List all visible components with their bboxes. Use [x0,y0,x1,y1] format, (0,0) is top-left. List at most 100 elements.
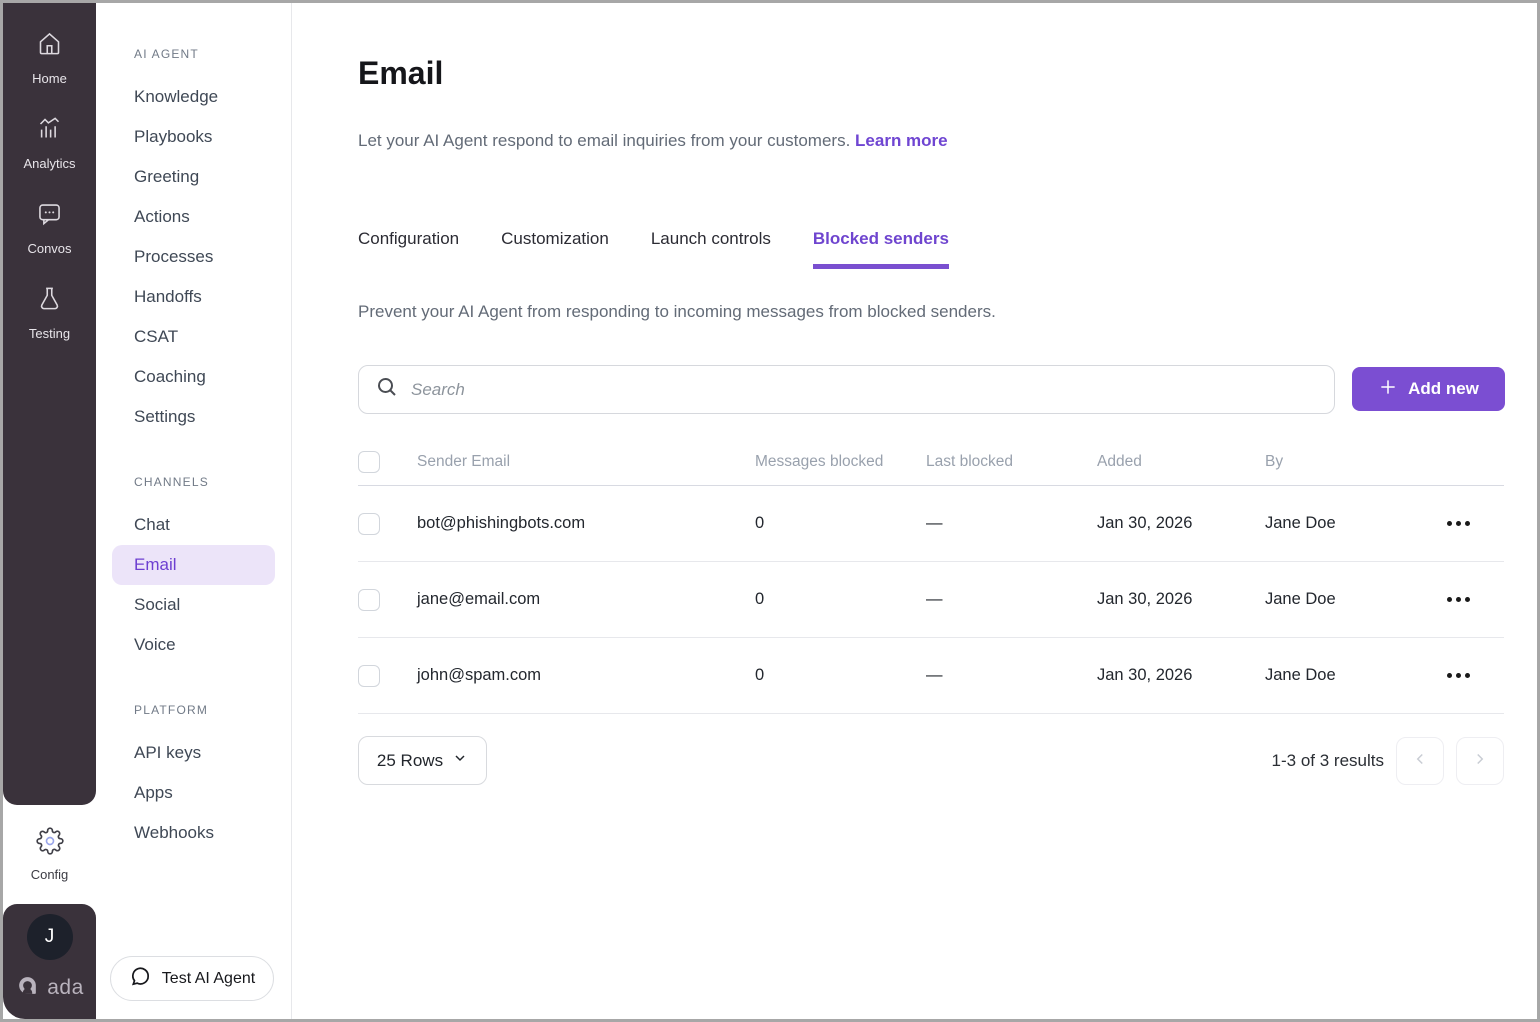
search-input[interactable] [411,379,1318,400]
rail-item-analytics[interactable]: Analytics [23,115,76,171]
analytics-icon [36,115,63,147]
ada-logo: ada [15,973,84,1003]
sidebar-item-social[interactable]: Social [134,595,181,614]
cell-added: Jan 30, 2026 [1097,514,1193,532]
cell-last-blocked: — [926,590,943,608]
sidebar-item-api-keys[interactable]: API keys [134,743,202,762]
convos-icon [36,200,63,232]
settings-sidebar: AI AGENT Knowledge Playbooks Greeting Ac… [96,3,292,1019]
page-title: Email [358,55,444,91]
rail-item-label: Convos [27,241,72,256]
sidebar-item-chat[interactable]: Chat [134,515,170,534]
cell-added: Jan 30, 2026 [1097,666,1193,684]
previous-page-button[interactable] [1396,736,1444,785]
page-description: Let your AI Agent respond to email inqui… [358,129,1505,153]
tab-launch-controls[interactable]: Launch controls [650,229,771,248]
testing-icon [36,285,63,317]
results-count: 1-3 of 3 results [1271,750,1384,770]
rail-item-home[interactable]: Home [32,30,67,86]
rail-bottom-group: J ada [3,904,96,1019]
rail-item-label: Testing [28,326,71,341]
chevron-left-icon [1411,750,1429,771]
cell-messages-blocked: 0 [755,666,765,684]
email-tabs: Configuration Customization Launch contr… [358,229,1505,269]
sidebar-section-ai-agent: AI AGENT [134,47,199,61]
row-checkbox[interactable] [358,512,380,535]
sidebar-item-voice[interactable]: Voice [134,635,176,654]
sidebar-item-email[interactable]: Email [112,545,275,585]
blocked-senders-description: Prevent your AI Agent from responding to… [358,302,996,321]
row-actions-button[interactable] [1441,591,1476,608]
sidebar-item-greeting[interactable]: Greeting [134,167,200,186]
test-ai-agent-label: Test AI Agent [161,969,256,987]
next-page-button[interactable] [1456,736,1504,785]
sidebar-item-handoffs[interactable]: Handoffs [134,287,202,306]
rail-item-config[interactable]: Config [3,805,96,904]
cell-sender-email: bot@phishingbots.com [417,514,586,532]
test-ai-agent-button[interactable]: Test AI Agent [110,956,274,1001]
rows-per-page-selector[interactable]: 25 Rows [358,736,487,785]
sidebar-item-coaching[interactable]: Coaching [134,367,206,386]
rail-item-label: Home [32,71,67,86]
rail-item-label: Config [30,867,69,882]
main-content: Email Let your AI Agent respond to email… [292,3,1537,1019]
rail-top-group: Home Analytics [3,3,96,805]
rail-item-testing[interactable]: Testing [29,285,70,341]
row-actions-button[interactable] [1441,667,1476,684]
column-header-by: By [1265,453,1284,470]
column-header-added: Added [1097,453,1142,470]
cell-sender-email: jane@email.com [417,590,541,608]
primary-rail: Home Analytics [3,3,96,1019]
add-new-label: Add new [1408,379,1479,398]
table-footer: 25 Rows 1-3 of 3 results [358,736,1504,785]
cell-last-blocked: — [926,514,943,532]
sidebar-item-knowledge[interactable]: Knowledge [134,87,219,106]
cell-sender-email: john@spam.com [417,666,542,684]
rail-item-convos[interactable]: Convos [27,200,72,256]
sidebar-item-csat[interactable]: CSAT [134,327,179,346]
table-toolbar: Add new [358,365,1505,414]
gear-icon [35,827,64,860]
row-actions-button[interactable] [1441,515,1476,532]
search-icon [375,375,399,404]
user-avatar[interactable]: J [26,914,73,960]
search-box[interactable] [358,365,1335,414]
rows-per-page-label: 25 Rows [376,750,444,770]
row-checkbox[interactable] [358,664,380,687]
tab-configuration[interactable]: Configuration [358,229,460,248]
page-description-text: Let your AI Agent respond to email inqui… [358,131,851,150]
cell-by: Jane Doe [1265,666,1336,684]
chevron-down-icon [452,750,468,771]
add-new-button[interactable]: Add new [1352,367,1505,411]
table-row: john@spam.com 0 — Jan 30, 2026 Jane Doe [358,638,1504,714]
column-header-last-blocked: Last blocked [926,453,1014,470]
cell-added: Jan 30, 2026 [1097,590,1193,608]
cell-messages-blocked: 0 [755,590,765,608]
sidebar-item-settings[interactable]: Settings [134,407,196,426]
blocked-senders-table: Sender Email Messages blocked Last block… [358,439,1504,714]
chat-bubble-icon [129,965,152,993]
rail-item-label: Analytics [23,156,76,171]
learn-more-link[interactable]: Learn more [855,131,948,150]
cell-messages-blocked: 0 [755,514,765,532]
sidebar-item-processes[interactable]: Processes [134,247,214,266]
home-icon [36,30,63,62]
table-header-row: Sender Email Messages blocked Last block… [358,439,1504,486]
sidebar-item-webhooks[interactable]: Webhooks [134,823,215,842]
cell-last-blocked: — [926,666,943,684]
row-checkbox[interactable] [358,588,380,611]
ada-logo-icon [15,973,40,1003]
column-header-sender-email: Sender Email [417,453,511,470]
tab-blocked-senders[interactable]: Blocked senders [812,229,949,269]
sidebar-item-playbooks[interactable]: Playbooks [134,127,213,146]
ada-logo-text: ada [47,976,84,999]
sidebar-section-channels: CHANNELS [134,475,209,489]
tab-customization[interactable]: Customization [501,229,609,248]
select-all-checkbox[interactable] [358,451,380,473]
table-row: bot@phishingbots.com 0 — Jan 30, 2026 Ja… [358,486,1504,562]
sidebar-item-actions[interactable]: Actions [134,207,190,226]
plus-icon [1378,377,1398,402]
sidebar-item-apps[interactable]: Apps [134,783,173,802]
column-header-messages-blocked: Messages blocked [755,453,884,470]
